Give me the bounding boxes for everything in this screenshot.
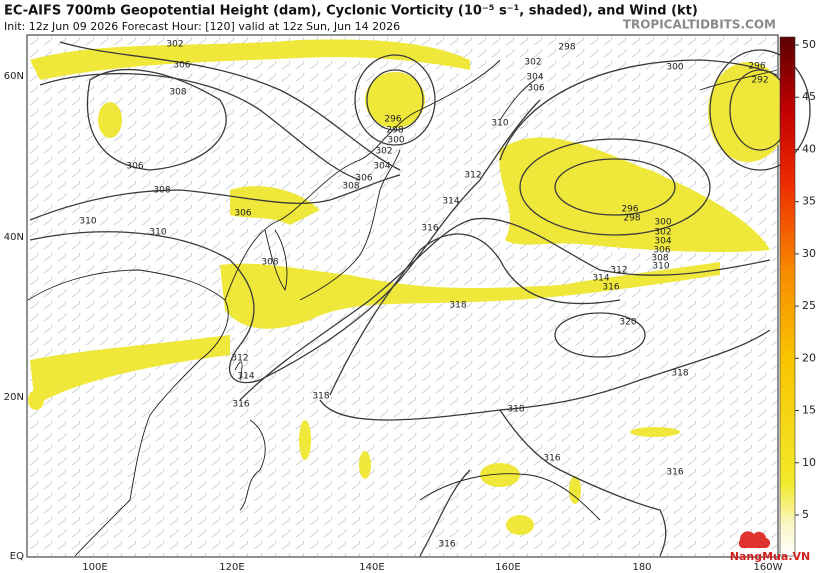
contour-label: 296: [621, 205, 638, 215]
contour-label: 316: [543, 454, 560, 464]
lon-label: 100E: [82, 562, 107, 573]
contour-label: 310: [491, 119, 508, 129]
contour-labels: 3023063083063083103103063083123143163183…: [79, 40, 768, 550]
coastlines: [27, 59, 778, 557]
contour-label: 300: [654, 218, 671, 228]
contour-label: 316: [421, 224, 438, 234]
lon-label: 180: [632, 562, 651, 573]
contour-label: 310: [652, 262, 669, 272]
contour-label: 306: [173, 61, 190, 71]
contour-label: 318: [507, 405, 524, 415]
contour-label: 308: [261, 258, 278, 268]
subtitle: Init: 12z Jun 09 2026 Forecast Hour: [12…: [4, 20, 400, 33]
contour-label: 306: [527, 84, 544, 94]
contour-label: 312: [610, 266, 627, 276]
contour-label: 318: [312, 392, 329, 402]
lon-label: 160W: [754, 562, 783, 573]
colorbar-tick-label: 15: [802, 404, 816, 417]
lat-labels: 60N 40N 20N EQ: [4, 71, 24, 562]
contour-label: 306: [126, 162, 143, 172]
contour-label: 318: [671, 369, 688, 379]
colorbar-ticks: 5 10 15 20 25 30 35 40 45 50: [795, 38, 816, 521]
contour-label: 306: [234, 209, 251, 219]
contour-label: 292: [751, 76, 768, 86]
contour-label: 308: [651, 254, 668, 264]
contour-label: 302: [166, 40, 183, 50]
colorbar-tick-label: 50: [802, 38, 816, 51]
title: EC-AIFS 700mb Geopotential Height (dam),…: [4, 4, 698, 19]
height-contours: [29, 41, 811, 557]
lon-label: 160E: [495, 562, 520, 573]
contour-label: 298: [623, 214, 640, 224]
contour-label: 316: [666, 468, 683, 478]
contour-label: 314: [442, 197, 459, 207]
contour-label: 314: [592, 274, 609, 284]
contour-label: 308: [153, 186, 170, 196]
contour-label: 316: [602, 283, 619, 293]
contour-label: 304: [373, 162, 390, 172]
lat-label: 60N: [4, 71, 24, 82]
colorbar-tick-label: 25: [802, 299, 816, 312]
lon-labels: 100E 120E 140E 160E 180 160W: [82, 562, 782, 573]
lon-label: 120E: [219, 562, 244, 573]
lat-label: 40N: [4, 232, 24, 243]
brand: TROPICALTIDBITS.COM: [623, 18, 776, 32]
colorbar: [779, 36, 796, 557]
contour-label: 316: [438, 540, 455, 550]
contour-label: 302: [375, 147, 392, 157]
contour-label: 300: [387, 136, 404, 146]
contour-label: 308: [342, 182, 359, 192]
contour-label: 310: [79, 217, 96, 227]
contour-label: 296: [748, 62, 765, 72]
contour-label: 308: [169, 88, 186, 98]
lat-label: EQ: [10, 551, 24, 562]
watermark: NangMua.VN: [730, 531, 810, 563]
colorbar-tick-label: 30: [802, 247, 816, 260]
contour-label: 310: [149, 228, 166, 238]
contour-label: 296: [384, 115, 401, 125]
contour-label: 318: [449, 301, 466, 311]
lon-label: 140E: [359, 562, 384, 573]
vorticity-shading: [28, 39, 788, 535]
contour-label: 302: [654, 228, 671, 238]
contour-label: 304: [526, 73, 543, 83]
map: 3023063083063083103103063083123143163183…: [26, 34, 811, 558]
contour-label: 312: [231, 354, 248, 364]
contour-label: 320: [619, 318, 636, 328]
colorbar-tick-label: 10: [802, 456, 816, 469]
colorbar-tick-label: 35: [802, 195, 816, 208]
colorbar-tick-label: 45: [802, 90, 816, 103]
lat-label: 20N: [4, 392, 24, 403]
contour-label: 314: [237, 372, 254, 382]
contour-label: 306: [653, 246, 670, 256]
contour-label: 312: [464, 171, 481, 181]
watermark-text: NangMua.VN: [730, 550, 810, 563]
contour-label: 298: [386, 126, 403, 136]
colorbar-tick-label: 5: [802, 508, 809, 521]
contour-label: 304: [654, 237, 671, 247]
colorbar-tick-label: 40: [802, 142, 816, 155]
contour-label: 298: [558, 43, 575, 53]
colorbar-tick-label: 20: [802, 351, 816, 364]
contour-label: 306: [355, 174, 372, 184]
contour-label: 316: [232, 400, 249, 410]
contour-label: 300: [666, 63, 683, 73]
contour-label: 302: [524, 58, 541, 68]
